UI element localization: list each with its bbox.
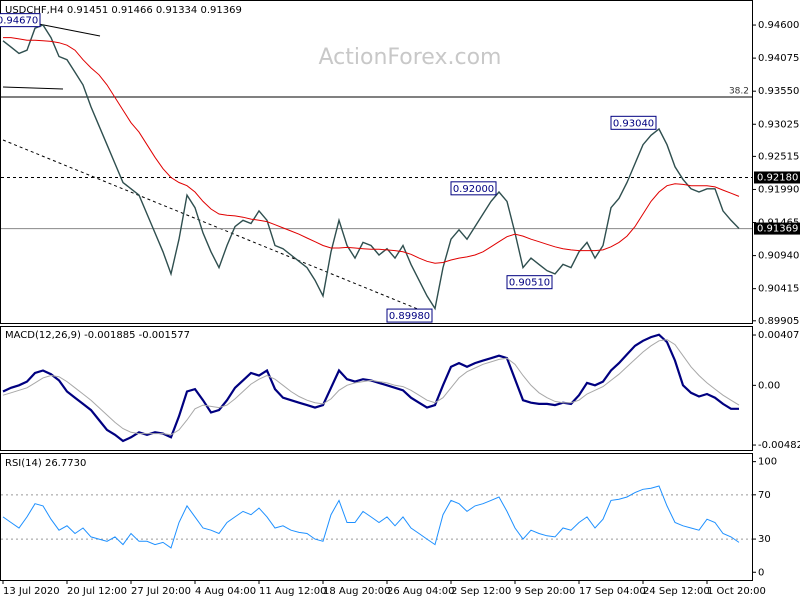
x-tick-label: 24 Sep 12:00 [643,586,710,597]
level-tag-label: 0.91369 [757,224,798,235]
x-tick-label: 17 Sep 04:00 [579,586,646,597]
price-panel [0,0,753,324]
rsi-panel [0,453,753,581]
y-tick-label: 0.93550 [758,86,799,97]
annotation-box [450,181,497,196]
annotation-box [506,275,553,290]
annotation-label: 0.93040 [613,118,654,129]
y-tick-label: -0.004829 [758,440,800,451]
annotation-label: 0.92000 [453,184,494,195]
y-tick-label: 30 [758,534,771,545]
y-tick-label: 0.00 [758,380,780,391]
x-tick-label: 4 Aug 04:00 [195,586,256,597]
x-tick-label: 27 Jul 20:00 [131,586,191,597]
annotation-box [386,308,433,323]
trend-line [2,86,64,90]
y-tick-label: 0 [758,567,764,578]
y-tick-label: 0.94075 [758,53,799,64]
y-tick-label: 0.92515 [758,151,799,162]
y-tick-label: 0.91990 [758,184,799,195]
annotation-box [0,13,41,28]
y-tick-label: 70 [758,490,771,501]
annotation-label: 0.94670 [0,16,38,27]
series-line [2,24,740,311]
watermark: ActionForex.com [319,45,502,70]
y-tick-label: 0.89905 [758,316,799,327]
x-tick-label: 18 Aug 20:00 [323,586,390,597]
x-tick-label: 9 Sep 20:00 [515,586,575,597]
trend-line [2,139,426,313]
y-tick-label: 0.004071 [758,330,800,341]
macd-panel [0,326,753,451]
y-tick-label: 100 [758,457,777,468]
y-tick-label: 0.90940 [758,251,799,262]
y-tick-label: 0.90415 [758,284,799,295]
annotation-label: 0.89980 [389,311,430,322]
y-tick-label: 0.94600 [758,20,799,31]
series-line [3,37,740,264]
x-tick-label: 1 Oct 20:00 [707,586,766,597]
x-tick-label: 11 Aug 12:00 [259,586,326,597]
y-tick-label: 0.93025 [758,119,799,130]
price-header: USDCHF,H4 0.91451 0.91466 0.91334 0.9136… [5,5,242,16]
series-line [2,485,740,549]
x-tick-label: 20 Jul 12:00 [67,586,127,597]
x-tick-label: 13 Jul 2020 [3,586,60,597]
annotation-box [610,115,657,130]
annotation-label: 0.90510 [509,278,550,289]
level-tag [754,171,800,184]
macd-header: MACD(12,26,9) -0.001885 -0.001577 [5,330,190,341]
x-tick-label: 2 Sep 12:00 [451,586,511,597]
rsi-header: RSI(14) 26.7730 [5,458,86,469]
x-tick-label: 26 Aug 04:00 [387,586,454,597]
level-tag-label: 0.92180 [757,172,798,183]
series-line [2,339,740,436]
level-label: 38.2 [729,86,749,96]
level-tag [754,222,800,235]
